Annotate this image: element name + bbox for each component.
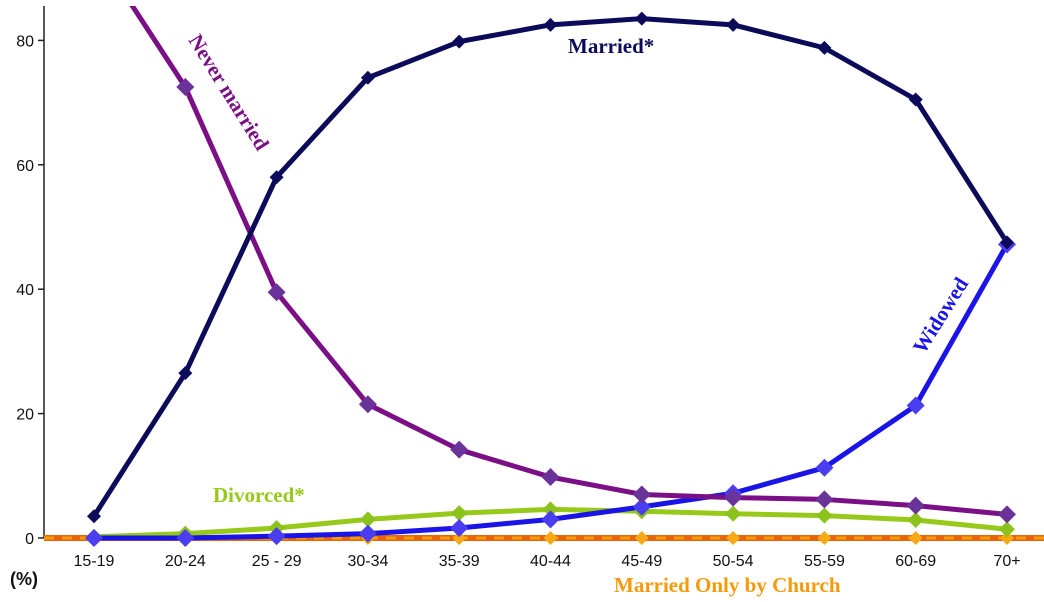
data-point-married — [634, 11, 649, 26]
data-point-divorced — [725, 505, 742, 522]
data-point-married — [817, 40, 832, 55]
data-point-widowed — [450, 519, 469, 538]
x-tick-label: 50-54 — [713, 553, 754, 570]
data-point-widowed — [85, 529, 103, 547]
data-point-divorced — [907, 511, 924, 528]
axes: 0 20 40 60 80 15-19 20-24 25 - 29 30-34 35-39 40-4… — [16, 6, 1021, 570]
data-point-married — [543, 17, 558, 32]
x-tick-label: 20-24 — [165, 553, 206, 570]
x-tick-label: 35-39 — [439, 553, 480, 570]
data-point-widowed — [906, 396, 925, 415]
data-point-married — [1000, 235, 1014, 250]
data-point-church — [634, 531, 649, 545]
data-point-church — [908, 531, 923, 545]
data-point-married — [908, 92, 923, 107]
data-point-never-married — [632, 485, 651, 504]
data-point-never-married — [358, 395, 377, 414]
data-point-widowed — [541, 510, 560, 529]
data-point-church — [817, 531, 832, 545]
data-point-widowed — [815, 458, 834, 477]
x-tick-label: 70+ — [993, 553, 1020, 570]
series-label-married-only-by-church: Married Only by Church — [614, 573, 841, 597]
x-tick-label: 30-34 — [347, 553, 388, 570]
data-point-widowed — [358, 524, 377, 543]
data-point-never-married — [176, 78, 195, 97]
data-point-never-married — [450, 440, 469, 459]
data-point-church — [1000, 531, 1014, 545]
series-label-married: Married* — [568, 34, 654, 58]
data-point-church — [543, 531, 558, 545]
data-point-married — [726, 17, 741, 32]
x-tick-label: 25 - 29 — [252, 553, 302, 570]
data-point-never-married — [541, 468, 560, 487]
data-point-widowed — [176, 529, 195, 547]
data-point-married — [269, 170, 284, 185]
data-point-divorced — [816, 507, 833, 524]
x-tick-label: 55-59 — [804, 553, 845, 570]
data-point-married — [87, 509, 101, 524]
y-tick-label: 60 — [16, 158, 34, 175]
data-point-widowed — [267, 527, 286, 546]
x-tick-label: 45-49 — [621, 553, 662, 570]
y-axis-unit-label: (%) — [10, 569, 38, 589]
data-point-never-married — [998, 505, 1016, 524]
series-lines — [44, 6, 1044, 541]
data-point-married — [360, 70, 375, 85]
y-tick-label: 80 — [16, 33, 34, 50]
data-point-church — [452, 531, 467, 545]
data-point-widowed — [632, 497, 651, 516]
y-tick-label: 0 — [25, 531, 34, 548]
series-label-never-married: Never married — [184, 30, 274, 155]
x-tick-label: 15-19 — [74, 553, 115, 570]
series-label-widowed: Widowed — [908, 273, 973, 358]
data-point-church — [726, 531, 741, 545]
data-point-never-married — [906, 496, 925, 515]
data-point-divorced — [359, 511, 376, 528]
y-tick-label: 20 — [16, 407, 34, 424]
data-point-divorced — [999, 521, 1015, 538]
series-markers — [85, 11, 1016, 547]
y-tick-label: 40 — [16, 282, 34, 299]
data-point-married — [178, 366, 193, 381]
data-point-divorced — [451, 505, 468, 522]
data-point-married — [452, 34, 467, 49]
x-tick-label: 40-44 — [530, 553, 571, 570]
series-label-divorced: Divorced* — [213, 483, 305, 507]
data-point-divorced — [542, 501, 559, 518]
x-tick-label: 60-69 — [895, 553, 936, 570]
data-point-never-married — [815, 490, 834, 509]
data-point-never-married — [724, 488, 743, 507]
data-point-never-married — [267, 283, 286, 302]
